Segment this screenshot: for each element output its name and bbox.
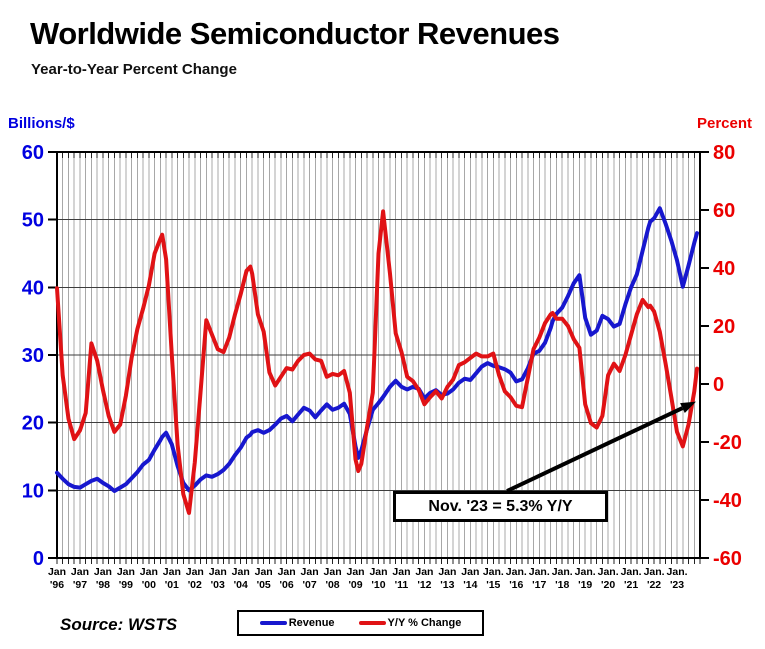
left-axis-tick-label: 60 xyxy=(22,142,44,164)
x-axis-label-year: '17 xyxy=(532,579,546,591)
x-axis-label-year: '96 xyxy=(50,579,64,591)
x-axis-label-year: '11 xyxy=(395,579,409,591)
x-axis-label-month: Jan. xyxy=(667,566,688,578)
right-axis-tick-label: -60 xyxy=(713,548,742,570)
x-axis-label-month: Jan xyxy=(48,566,66,578)
x-axis-label-year: '05 xyxy=(257,579,271,591)
x-axis-label-month: Jan. xyxy=(552,566,573,578)
x-axis-label-month: Jan xyxy=(415,566,433,578)
left-axis-tick-label: 0 xyxy=(33,548,44,570)
legend-item-revenue: Revenue xyxy=(259,617,335,629)
x-axis-label-year: '19 xyxy=(578,579,592,591)
x-axis-label-month: Jan xyxy=(232,566,250,578)
series-line-yoy-change xyxy=(55,209,699,515)
x-axis-label-month: Jan xyxy=(163,566,181,578)
left-axis-unit-label: Billions/$ xyxy=(8,115,75,132)
x-axis-label-month: Jan xyxy=(369,566,387,578)
x-axis-label-month: Jan xyxy=(324,566,342,578)
left-axis: 0 10 20 30 40 50 60 xyxy=(22,142,57,570)
source-credit: Source: WSTS xyxy=(60,615,178,634)
page-title: Worldwide Semiconductor Revenues xyxy=(30,16,560,51)
x-axis-label-month: Jan xyxy=(71,566,89,578)
x-axis-label-year: '01 xyxy=(165,579,179,591)
annotation-callout: Nov. '23 = 5.3% Y/Y xyxy=(393,491,608,522)
right-axis-tick-label: 20 xyxy=(713,316,735,338)
right-axis-tick-label: 40 xyxy=(713,258,735,280)
annotation-arrow xyxy=(506,401,697,493)
legend-item-yoy: Y/Y % Change xyxy=(358,617,462,629)
x-axis-label-year: '97 xyxy=(73,579,87,591)
right-axis-unit-label: Percent xyxy=(697,115,753,132)
x-axis-label-month: Jan xyxy=(117,566,135,578)
x-axis-label-month: Jan xyxy=(346,566,364,578)
x-axis-label-year: '10 xyxy=(371,579,385,591)
x-axis-label-year: '23 xyxy=(670,579,684,591)
x-axis-label-year: '07 xyxy=(303,579,317,591)
x-axis-label-year: '02 xyxy=(188,579,202,591)
x-axis-label-month: Jan xyxy=(461,566,479,578)
legend: Revenue Y/Y % Change xyxy=(237,610,484,636)
x-axis-label-month: Jan xyxy=(278,566,296,578)
x-axis-label-month: Jan. xyxy=(621,566,642,578)
x-axis-label-year: '21 xyxy=(624,579,638,591)
x-axis-labels: Jan'96Jan'97Jan'98Jan'99Jan'00Jan'01Jan'… xyxy=(48,566,688,591)
left-axis-tick-label: 40 xyxy=(22,277,44,299)
x-axis-label-year: '15 xyxy=(486,579,500,591)
left-axis-tick-label: 20 xyxy=(22,413,44,435)
right-axis-tick-label: -20 xyxy=(713,432,742,454)
x-axis-label-month: Jan. xyxy=(529,566,550,578)
x-axis-label-year: '04 xyxy=(234,579,248,591)
x-axis-label-month: Jan xyxy=(209,566,227,578)
x-axis-label-month: Jan. xyxy=(598,566,619,578)
x-axis-label-month: Jan xyxy=(186,566,204,578)
x-axis-label-year: '13 xyxy=(440,579,454,591)
series-line-revenue xyxy=(55,206,699,493)
revenue-line-swatch xyxy=(259,621,287,625)
x-axis-label-month: Jan xyxy=(301,566,319,578)
left-axis-tick-label: 50 xyxy=(22,210,44,232)
yoy-line-swatch xyxy=(358,621,386,625)
left-axis-tick-label: 10 xyxy=(22,480,44,502)
right-axis-tick-label: 0 xyxy=(713,374,724,396)
x-axis-label-month: Jan xyxy=(94,566,112,578)
x-axis-label-year: '99 xyxy=(119,579,133,591)
legend-label-yoy: Y/Y % Change xyxy=(387,617,462,629)
x-axis-label-year: '22 xyxy=(647,579,661,591)
x-axis-label-year: '16 xyxy=(509,579,523,591)
x-axis-label-year: '00 xyxy=(142,579,156,591)
right-axis-tick-label: -40 xyxy=(713,490,742,512)
left-axis-tick-label: 30 xyxy=(22,345,44,367)
legend-label-revenue: Revenue xyxy=(288,617,335,629)
right-axis: -60 -40 -20 0 20 40 60 80 xyxy=(700,142,742,570)
x-axis-label-year: '20 xyxy=(601,579,615,591)
x-axis-label-month: Jan xyxy=(255,566,273,578)
x-axis-label-year: '08 xyxy=(325,579,339,591)
x-axis-label-year: '18 xyxy=(555,579,569,591)
x-axis-label-month: Jan xyxy=(438,566,456,578)
x-axis-label-year: '12 xyxy=(417,579,431,591)
x-axis-label-month: Jan xyxy=(140,566,158,578)
page-subtitle: Year-to-Year Percent Change xyxy=(31,61,237,78)
x-axis-label-year: '06 xyxy=(280,579,294,591)
right-axis-tick-label: 60 xyxy=(713,200,735,222)
x-axis-label-month: Jan xyxy=(392,566,410,578)
x-axis-label-year: '98 xyxy=(96,579,110,591)
x-axis-label-year: '03 xyxy=(211,579,225,591)
x-axis-label-month: Jan. xyxy=(575,566,596,578)
x-axis-label-year: '14 xyxy=(463,579,477,591)
x-axis-label-month: Jan. xyxy=(483,566,504,578)
x-axis-label-month: Jan. xyxy=(506,566,527,578)
right-axis-tick-label: 80 xyxy=(713,142,735,164)
x-axis-label-month: Jan. xyxy=(644,566,665,578)
x-axis-label-year: '09 xyxy=(348,579,362,591)
annotation-text: Nov. '23 = 5.3% Y/Y xyxy=(428,497,573,515)
